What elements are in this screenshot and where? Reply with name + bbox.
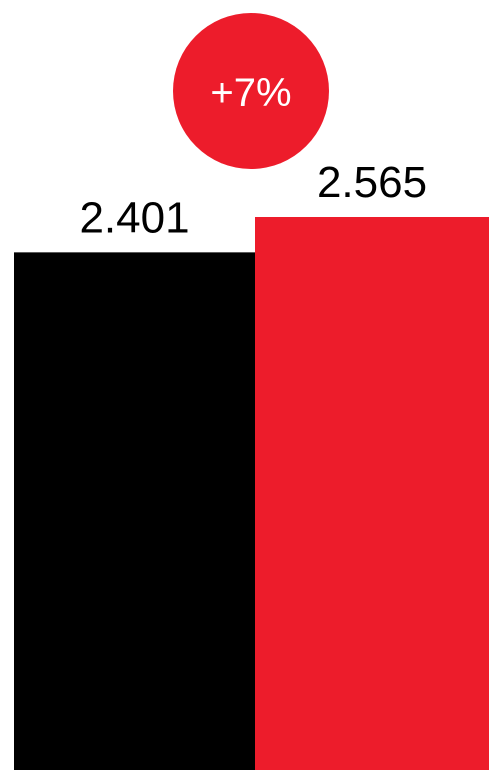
bars-group (14, 217, 489, 770)
change-badge-text: +7% (210, 71, 291, 115)
bar-value-label-2: 2.565 (317, 158, 427, 207)
bar-2 (255, 217, 489, 770)
bar-1 (14, 252, 255, 770)
bar-value-label-1: 2.401 (79, 193, 189, 242)
change-badge: +7% (173, 13, 329, 169)
change-badge-circle (173, 13, 329, 169)
value-labels-group: 2.401 2.565 (79, 158, 427, 242)
